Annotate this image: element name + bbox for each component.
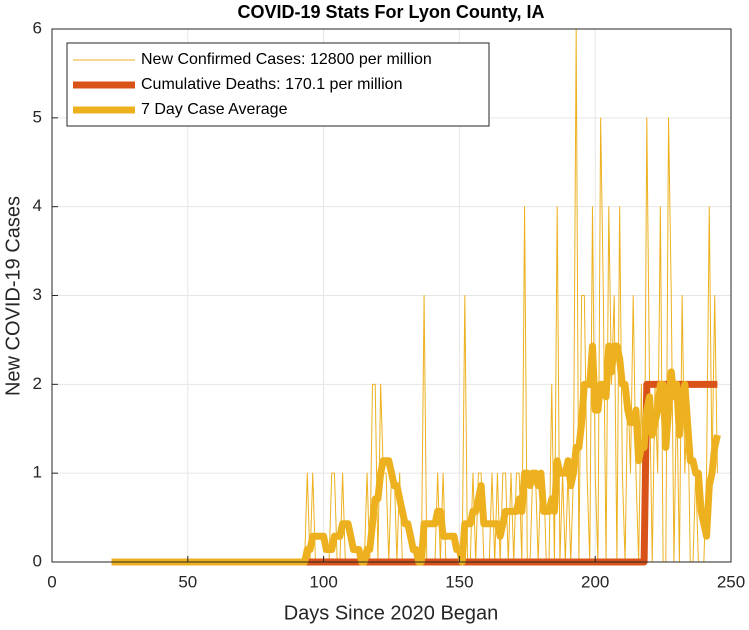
ticks: 0 50 100 150 200 250 0 1 2 3 4 5 6 (33, 18, 746, 591)
y-tick-label: 0 (33, 551, 42, 570)
y-tick-label: 5 (33, 107, 42, 126)
y-tick-label: 1 (33, 463, 42, 482)
legend-box (66, 42, 490, 127)
legend: New Confirmed Cases: 12800 per million Cu… (66, 42, 490, 127)
y-tick-label: 2 (33, 374, 42, 393)
x-tick-label: 0 (47, 572, 56, 591)
legend-label: Cumulative Deaths: 170.1 per million (141, 76, 402, 93)
x-tick-label: 150 (445, 572, 473, 591)
x-tick-label: 50 (178, 572, 197, 591)
y-tick-label: 3 (33, 285, 42, 304)
legend-label: 7 Day Case Average (141, 101, 288, 118)
x-tick-label: 200 (581, 572, 609, 591)
y-tick-label: 4 (33, 196, 42, 215)
x-tick-label: 100 (309, 572, 337, 591)
chart-title: COVID-19 Stats For Lyon County, IA (237, 2, 544, 22)
y-tick-label: 6 (33, 18, 42, 37)
x-axis-label: Days Since 2020 Began (284, 602, 499, 624)
legend-label: New Confirmed Cases: 12800 per million (141, 51, 432, 68)
x-tick-label: 250 (717, 572, 745, 591)
y-axis-label: New COVID-19 Cases (2, 196, 24, 396)
